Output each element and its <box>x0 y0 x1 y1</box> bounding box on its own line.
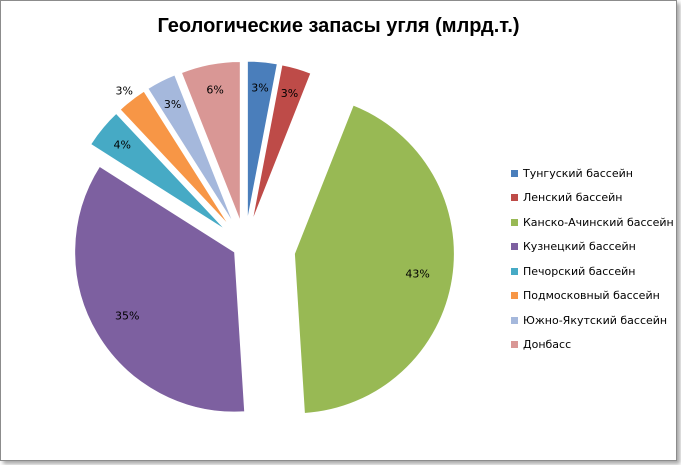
pie-slice-3 <box>293 104 455 415</box>
chart-title: Геологические запасы угля (млрд.т.) <box>157 15 520 37</box>
legend-swatch-5 <box>511 267 518 275</box>
pie-slice-6 <box>119 90 231 227</box>
slice-label-2: 3% <box>281 87 298 100</box>
legend-label-6: Подмосковный бассейн <box>523 289 660 303</box>
legend-label-1: Тунгуский бассейн <box>523 166 633 180</box>
slice-label-8: 6% <box>206 83 223 96</box>
slice-label-1: 3% <box>251 81 268 94</box>
pie-slice-4 <box>74 165 246 413</box>
legend-swatch-4 <box>511 243 518 251</box>
legend-swatch-6 <box>511 292 518 300</box>
legend-item-5: Печорский бассейн <box>511 259 674 284</box>
pie-chart: 3% 3% 43% 35% 4% 3% 3% 6% <box>74 60 455 415</box>
legend-label-3: Канско-Ачинский бассейн <box>523 215 674 229</box>
legend-label-8: Донбасс <box>523 338 572 352</box>
slice-label-3: 43% <box>405 267 429 280</box>
legend-swatch-7 <box>511 316 518 324</box>
legend-label-4: Кузнецкий бассейн <box>523 240 636 254</box>
legend-swatch-1 <box>511 169 518 177</box>
legend-item-4: Кузнецкий бассейн <box>511 235 674 260</box>
legend-item-1: Тунгуский бассейн <box>511 161 674 186</box>
pie-slice-8 <box>180 60 241 222</box>
legend-label-2: Ленский бассейн <box>523 191 623 205</box>
slice-label-4: 35% <box>115 310 139 323</box>
legend-item-7: Южно-Якутский бассейн <box>511 308 674 333</box>
legend-swatch-8 <box>511 341 518 349</box>
slice-label-7: 3% <box>164 98 181 111</box>
pie-slice-2 <box>251 64 312 223</box>
pie-slice-5 <box>89 112 227 231</box>
legend-item-3: Канско-Ачинский бассейн <box>511 210 674 235</box>
legend-label-5: Печорский бассейн <box>523 264 636 278</box>
slice-label-6: 3% <box>116 84 133 97</box>
slice-label-5: 4% <box>113 138 130 151</box>
legend-item-8: Донбасс <box>511 333 674 358</box>
legend-item-2: Ленский бассейн <box>511 186 674 211</box>
legend-item-6: Подмосковный бассейн <box>511 284 674 309</box>
pie-slice-1 <box>246 60 278 222</box>
legend: Тунгуский бассейн Ленский бассейн Канско-А… <box>511 161 674 357</box>
pie-slice-7 <box>147 74 235 224</box>
legend-label-7: Южно-Якутский бассейн <box>523 313 668 327</box>
legend-swatch-2 <box>511 194 518 202</box>
legend-swatch-3 <box>511 218 518 226</box>
